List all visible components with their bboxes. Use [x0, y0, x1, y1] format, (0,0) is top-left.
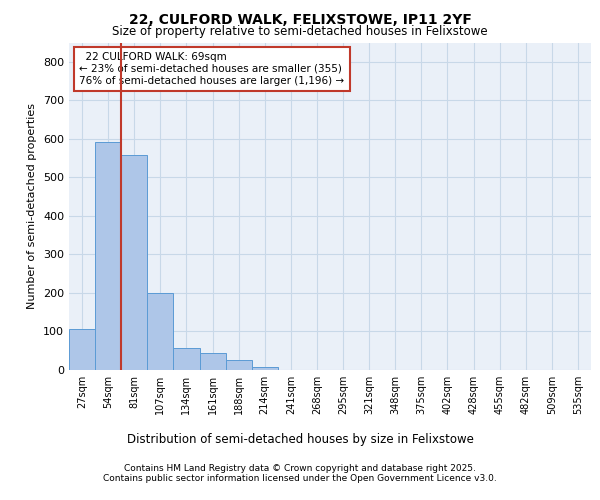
Text: Contains HM Land Registry data © Crown copyright and database right 2025.: Contains HM Land Registry data © Crown c…	[124, 464, 476, 473]
Bar	[148, 293, 173, 370]
Bar	[199, 354, 226, 370]
Y-axis label: Number of semi-detached properties: Number of semi-detached properties	[28, 104, 37, 309]
Text: 22, CULFORD WALK, FELIXSTOWE, IP11 2YF: 22, CULFORD WALK, FELIXSTOWE, IP11 2YF	[128, 12, 472, 26]
Bar	[95, 142, 121, 370]
Text: Distribution of semi-detached houses by size in Felixstowe: Distribution of semi-detached houses by …	[127, 432, 473, 446]
Text: 22 CULFORD WALK: 69sqm  
← 23% of semi-detached houses are smaller (355)
76% of : 22 CULFORD WALK: 69sqm ← 23% of semi-det…	[79, 52, 344, 86]
Text: Size of property relative to semi-detached houses in Felixstowe: Size of property relative to semi-detach…	[112, 25, 488, 38]
Bar	[226, 360, 252, 370]
Text: Contains public sector information licensed under the Open Government Licence v3: Contains public sector information licen…	[103, 474, 497, 483]
Bar	[69, 329, 95, 370]
Bar	[121, 156, 148, 370]
Bar	[252, 367, 278, 370]
Bar	[173, 348, 199, 370]
